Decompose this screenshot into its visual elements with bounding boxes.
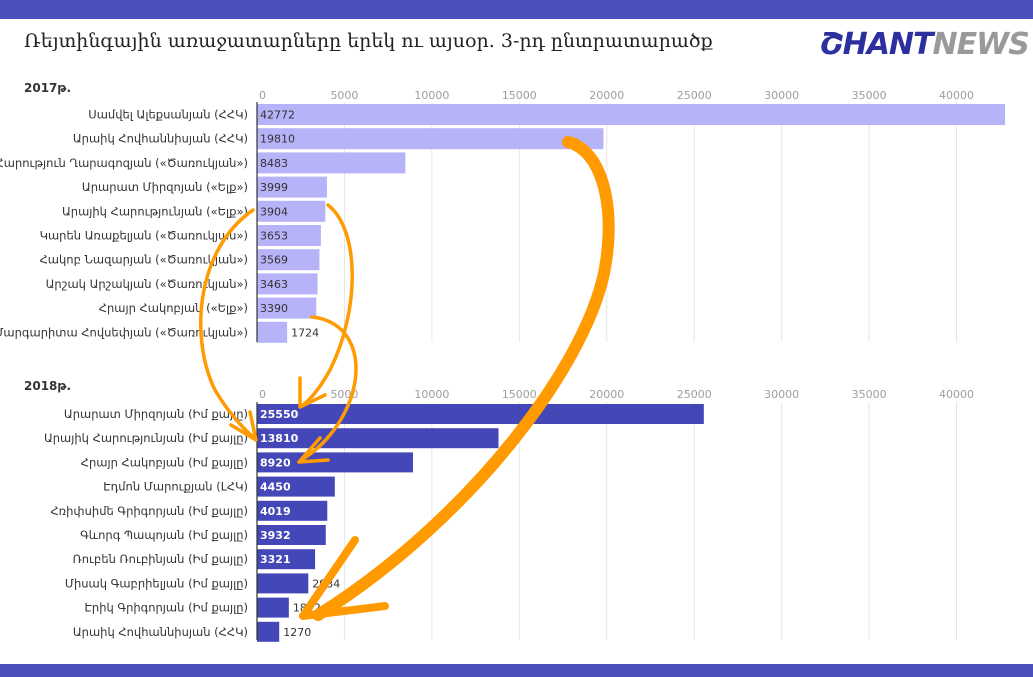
arrowhead-mirzoyan <box>298 376 327 409</box>
bar <box>257 225 321 246</box>
bar <box>257 273 318 295</box>
tick-label: 10000 <box>414 89 449 102</box>
bottom-band <box>0 664 1033 677</box>
category-label: Արարատ Միրզոյան (Իմ քայլը) <box>64 407 248 421</box>
data-label: 3904 <box>260 205 288 218</box>
arrow-big <box>312 136 615 621</box>
bar <box>257 597 289 618</box>
arrows-layer <box>199 136 615 621</box>
tick-label: 15000 <box>502 89 537 102</box>
bar-panel-2: 2018թ.0 5000 10000 15000 20000 25000 30000 3500… <box>24 379 974 642</box>
bar <box>257 128 604 150</box>
tick-label: 0 <box>259 388 266 401</box>
tick-label: 30000 <box>764 388 799 401</box>
bar <box>257 621 280 642</box>
data-label: 3463 <box>260 278 288 291</box>
category-label: Հարություն Ղարագոզյան («Ծառուկյան») <box>0 156 248 170</box>
data-label: 1270 <box>283 626 311 639</box>
logo-part-1: ՇHANT <box>820 27 933 62</box>
data-label: 3932 <box>260 529 291 542</box>
tick-label: 5000 <box>330 89 358 102</box>
data-label: 19810 <box>260 133 295 146</box>
data-label: 42772 <box>260 109 295 122</box>
data-label: 13810 <box>260 432 299 445</box>
category-label: Սամվել Ալեքսանյան (ՀՀԿ) <box>88 108 248 122</box>
logo-part-2: NEWS <box>932 27 1030 62</box>
bar <box>257 297 317 319</box>
tick-label: 10000 <box>414 388 449 401</box>
bar <box>257 104 1006 125</box>
data-label: 1724 <box>291 326 319 339</box>
bar <box>257 200 326 222</box>
top-band <box>0 0 1033 19</box>
page-title: Ռեյտինգային առաջատարները երեկ ու այսօր. … <box>24 30 713 52</box>
category-label: Արաիկ Հովհաննիսյան (ՀՀԿ) <box>73 132 248 146</box>
bar <box>257 549 316 570</box>
tick-label: 20000 <box>589 388 624 401</box>
bar <box>257 525 326 545</box>
category-label: Հրայր Հակոբյան («Ելք») <box>99 301 248 315</box>
data-label: 3653 <box>260 230 288 243</box>
bar <box>257 152 406 174</box>
data-label: 4450 <box>260 481 291 494</box>
arrowhead-big <box>299 536 389 620</box>
category-label: Հակոբ Նազարյան («Ծառուկյան») <box>40 253 248 267</box>
category-label: Արշակ Արշակյան («Ծառուկյան») <box>46 277 248 291</box>
tick-label: 35000 <box>852 89 887 102</box>
bar <box>257 321 288 343</box>
panel-title: 2018թ. <box>24 379 71 393</box>
bar <box>257 176 327 198</box>
tick-label: 25000 <box>677 89 712 102</box>
data-label: 4019 <box>260 505 291 518</box>
category-label: Արարատ Միրզոյան («Ելք») <box>82 180 248 194</box>
arrow-hakobyan <box>299 315 358 462</box>
arrow-mirzoyan <box>301 203 354 407</box>
category-label: Մարգարիտա Հովսեփյան («Ծառուկյան») <box>0 325 248 339</box>
tick-label: 35000 <box>852 388 887 401</box>
tick-label: 20000 <box>589 89 624 102</box>
bar <box>257 249 320 271</box>
tick-label: 40000 <box>939 388 974 401</box>
arrowhead-harutyunyan <box>229 410 258 442</box>
category-label: Ռուբեն Ռուբինյան (Իմ քայլը) <box>73 552 248 566</box>
category-label: Արաիկ Հովհաննիսյան (ՀՀԿ) <box>73 625 248 639</box>
tick-label: 15000 <box>502 388 537 401</box>
tick-label: 40000 <box>939 89 974 102</box>
logo: ՇHANTNEWS <box>820 27 1030 67</box>
data-label: 8483 <box>260 157 288 170</box>
category-label: Արայիկ Հարությունյան (Իմ քայլը) <box>44 431 248 445</box>
category-label: Էդմոն Մարուքյան (ԼՀԿ) <box>103 480 248 494</box>
panel-title: 2017թ. <box>24 81 71 95</box>
data-label: 3390 <box>260 302 288 315</box>
category-label: Միսակ Գաբրիելյան (Իմ քայլը) <box>65 576 248 590</box>
data-label: 8920 <box>260 456 291 469</box>
category-label: Գևորգ Պապոյան (Իմ քայլը) <box>80 528 248 542</box>
category-label: Կարեն Առաքելյան («Ծառուկյան») <box>40 229 248 243</box>
bar <box>257 404 704 424</box>
tick-label: 0 <box>259 89 266 102</box>
tick-label: 25000 <box>677 388 712 401</box>
data-label: 3321 <box>260 553 291 566</box>
bar <box>257 452 413 473</box>
data-label: 3569 <box>260 254 288 267</box>
category-label: Էրիկ Գրիգորյան (Իմ քայլը) <box>85 601 248 615</box>
category-label: Հրայր Հակոբյան (Իմ քայլը) <box>81 455 248 469</box>
data-label: 25550 <box>260 408 299 421</box>
category-label: Արայիկ Հարությունյան («Ելք») <box>62 204 248 218</box>
bar <box>257 476 335 497</box>
bar <box>257 500 328 521</box>
arrow-harutyunyan <box>199 208 256 440</box>
bar <box>257 573 309 594</box>
data-label: 3999 <box>260 181 288 194</box>
arrowhead-hakobyan <box>297 436 330 464</box>
bar-panel-1: 2017թ. 0 5000 10000 15000 20000 25000 30000 3500… <box>0 81 1006 343</box>
tick-label: 30000 <box>764 89 799 102</box>
category-label: Հռիփսիմե Գրիգորյան (Իմ քայլը) <box>50 504 248 518</box>
